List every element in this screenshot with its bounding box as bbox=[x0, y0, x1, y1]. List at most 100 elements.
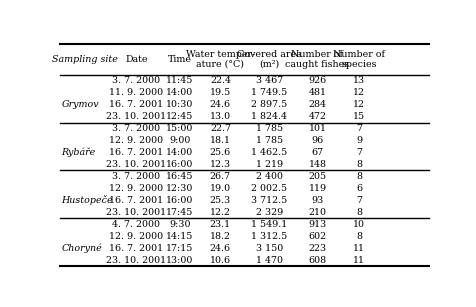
Text: 8: 8 bbox=[355, 172, 361, 181]
Text: 19.5: 19.5 bbox=[209, 88, 230, 97]
Text: 223: 223 bbox=[308, 244, 326, 253]
Text: Covered area
(m²): Covered area (m²) bbox=[237, 50, 301, 69]
Text: 23. 10. 2001: 23. 10. 2001 bbox=[106, 112, 166, 121]
Text: 2 400: 2 400 bbox=[256, 172, 282, 181]
Text: 25.3: 25.3 bbox=[209, 196, 230, 205]
Text: 8: 8 bbox=[355, 208, 361, 217]
Text: 205: 205 bbox=[308, 172, 326, 181]
Text: 10: 10 bbox=[352, 220, 364, 229]
Text: 119: 119 bbox=[308, 184, 326, 193]
Text: 11: 11 bbox=[352, 244, 364, 253]
Text: 3. 7. 2000: 3. 7. 2000 bbox=[112, 124, 160, 133]
Text: 602: 602 bbox=[308, 232, 326, 241]
Text: 14:00: 14:00 bbox=[166, 148, 193, 157]
Text: 2 329: 2 329 bbox=[255, 208, 282, 217]
Text: 2 002.5: 2 002.5 bbox=[251, 184, 287, 193]
Text: 9:30: 9:30 bbox=[169, 220, 190, 229]
Text: 15:00: 15:00 bbox=[166, 124, 193, 133]
Text: 7: 7 bbox=[355, 148, 361, 157]
Text: 4. 7. 2000: 4. 7. 2000 bbox=[112, 220, 160, 229]
Text: 1 462.5: 1 462.5 bbox=[251, 148, 287, 157]
Text: 11: 11 bbox=[352, 256, 364, 265]
Text: 12. 9. 2000: 12. 9. 2000 bbox=[109, 232, 163, 241]
Text: 12:30: 12:30 bbox=[166, 184, 193, 193]
Text: 8: 8 bbox=[355, 160, 361, 169]
Text: 12: 12 bbox=[352, 88, 364, 97]
Text: 11. 9. 2000: 11. 9. 2000 bbox=[109, 88, 163, 97]
Text: Water temper-
ature (°C): Water temper- ature (°C) bbox=[186, 50, 255, 69]
Text: 13.0: 13.0 bbox=[209, 112, 230, 121]
Text: 22.4: 22.4 bbox=[209, 76, 230, 85]
Text: 472: 472 bbox=[308, 112, 326, 121]
Text: 17:15: 17:15 bbox=[166, 244, 193, 253]
Text: 16. 7. 2001: 16. 7. 2001 bbox=[109, 196, 163, 205]
Text: 23. 10. 2001: 23. 10. 2001 bbox=[106, 160, 166, 169]
Text: 1 219: 1 219 bbox=[255, 160, 282, 169]
Text: Date: Date bbox=[125, 55, 147, 64]
Text: 148: 148 bbox=[308, 160, 326, 169]
Text: 2 897.5: 2 897.5 bbox=[251, 100, 287, 109]
Text: 12.3: 12.3 bbox=[209, 160, 230, 169]
Text: 913: 913 bbox=[307, 220, 326, 229]
Text: 19.0: 19.0 bbox=[209, 184, 230, 193]
Text: 23. 10. 2001: 23. 10. 2001 bbox=[106, 208, 166, 217]
Text: 14:00: 14:00 bbox=[166, 88, 193, 97]
Text: 101: 101 bbox=[308, 124, 326, 133]
Text: 926: 926 bbox=[307, 76, 326, 85]
Text: 3. 7. 2000: 3. 7. 2000 bbox=[112, 172, 160, 181]
Text: 3 712.5: 3 712.5 bbox=[251, 196, 287, 205]
Text: 16:00: 16:00 bbox=[166, 160, 193, 169]
Text: 22.7: 22.7 bbox=[209, 124, 230, 133]
Text: 1 785: 1 785 bbox=[255, 124, 282, 133]
Text: 12.2: 12.2 bbox=[209, 208, 230, 217]
Text: 1 824.4: 1 824.4 bbox=[251, 112, 287, 121]
Text: 10:30: 10:30 bbox=[166, 100, 193, 109]
Text: 93: 93 bbox=[311, 196, 323, 205]
Text: Grymov: Grymov bbox=[61, 100, 99, 109]
Text: 16:00: 16:00 bbox=[166, 196, 193, 205]
Text: Rybáře: Rybáře bbox=[61, 148, 96, 157]
Text: 18.2: 18.2 bbox=[209, 232, 230, 241]
Text: 24.6: 24.6 bbox=[209, 244, 230, 253]
Text: 16. 7. 2001: 16. 7. 2001 bbox=[109, 244, 163, 253]
Text: 7: 7 bbox=[355, 124, 361, 133]
Text: Time: Time bbox=[168, 55, 191, 64]
Text: 8: 8 bbox=[355, 232, 361, 241]
Text: 481: 481 bbox=[308, 88, 326, 97]
Text: 18.1: 18.1 bbox=[209, 136, 230, 145]
Text: 1 749.5: 1 749.5 bbox=[251, 88, 287, 97]
Text: 67: 67 bbox=[311, 148, 323, 157]
Text: 284: 284 bbox=[308, 100, 326, 109]
Text: Hustopeče: Hustopeče bbox=[61, 195, 113, 205]
Text: 9:00: 9:00 bbox=[169, 136, 190, 145]
Text: 10.6: 10.6 bbox=[209, 256, 230, 265]
Text: 23. 10. 2001: 23. 10. 2001 bbox=[106, 256, 166, 265]
Text: 11:45: 11:45 bbox=[166, 76, 193, 85]
Text: 12:45: 12:45 bbox=[166, 112, 193, 121]
Text: 12. 9. 2000: 12. 9. 2000 bbox=[109, 184, 163, 193]
Text: 17:45: 17:45 bbox=[166, 208, 193, 217]
Text: Number of
species: Number of species bbox=[332, 50, 384, 69]
Text: 3. 7. 2000: 3. 7. 2000 bbox=[112, 76, 160, 85]
Text: 6: 6 bbox=[355, 184, 361, 193]
Text: 14:15: 14:15 bbox=[166, 232, 193, 241]
Text: 15: 15 bbox=[352, 112, 364, 121]
Text: 1 470: 1 470 bbox=[256, 256, 282, 265]
Text: 210: 210 bbox=[308, 208, 326, 217]
Text: 9: 9 bbox=[355, 136, 361, 145]
Text: 7: 7 bbox=[355, 196, 361, 205]
Text: 26.7: 26.7 bbox=[209, 172, 230, 181]
Text: Number of
caught fishes: Number of caught fishes bbox=[285, 50, 349, 69]
Text: 13: 13 bbox=[352, 76, 364, 85]
Text: 12. 9. 2000: 12. 9. 2000 bbox=[109, 136, 163, 145]
Text: 96: 96 bbox=[311, 136, 323, 145]
Text: 16. 7. 2001: 16. 7. 2001 bbox=[109, 100, 163, 109]
Text: 608: 608 bbox=[308, 256, 326, 265]
Text: 1 549.1: 1 549.1 bbox=[251, 220, 287, 229]
Text: Sampling site: Sampling site bbox=[51, 55, 117, 64]
Text: 13:00: 13:00 bbox=[166, 256, 193, 265]
Text: 16:45: 16:45 bbox=[166, 172, 193, 181]
Text: Choryné: Choryné bbox=[61, 243, 102, 253]
Text: 1 312.5: 1 312.5 bbox=[251, 232, 287, 241]
Text: 1 785: 1 785 bbox=[255, 136, 282, 145]
